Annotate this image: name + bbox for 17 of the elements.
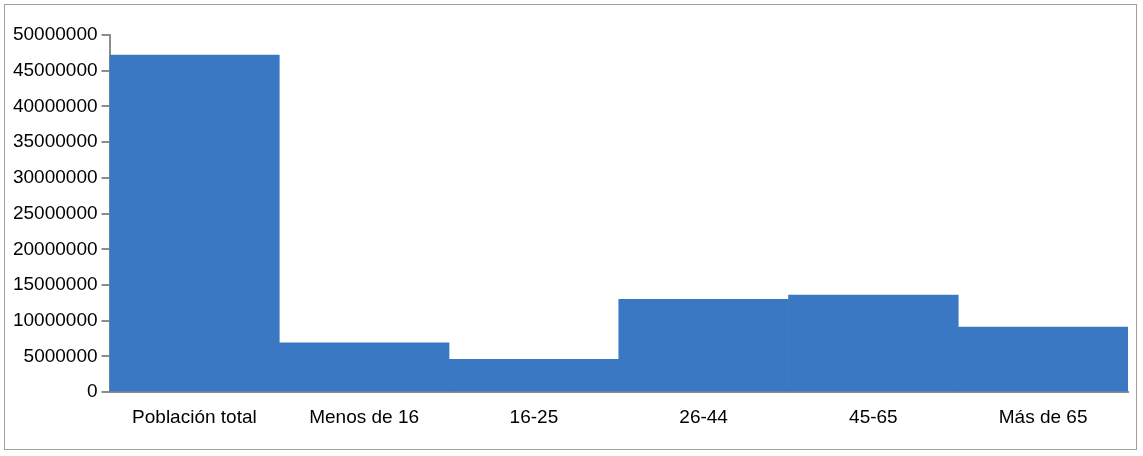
y-tick-label: 50000000 [12, 23, 98, 45]
y-tick-label: 45000000 [12, 58, 98, 80]
y-tick-label: 10000000 [12, 308, 98, 330]
y-tick-label: 35000000 [12, 130, 98, 152]
y-tick-label: 25000000 [12, 201, 98, 223]
x-tick-label: 16-25 [509, 405, 559, 427]
x-tick-label: Más de 65 [998, 405, 1088, 427]
y-tick-label: 40000000 [12, 94, 98, 116]
x-tick-label: 26-44 [679, 405, 729, 427]
y-tick-label: 5000000 [23, 344, 98, 366]
x-tick-label: Menos de 16 [309, 405, 420, 427]
y-tick-label: 30000000 [12, 166, 98, 188]
y-tick-label: 20000000 [12, 237, 98, 259]
x-tick-label: Población total [132, 405, 257, 427]
y-tick-label: 15000000 [12, 273, 98, 295]
x-tick-label: 45-65 [849, 405, 898, 427]
y-tick-label: 0 [86, 380, 98, 402]
